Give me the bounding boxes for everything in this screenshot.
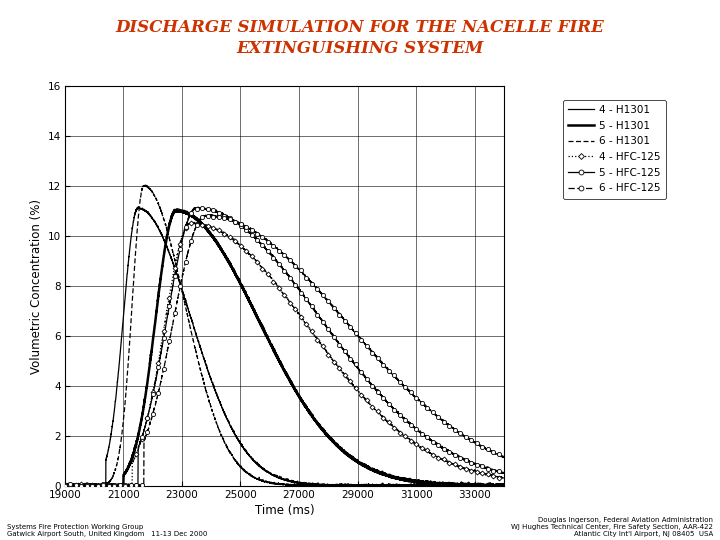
6 - H1301 [487, 483, 495, 489]
4 - H1301 [487, 482, 495, 488]
5 - HFC-125 [269, 254, 278, 261]
4 - H1301 [245, 453, 253, 460]
X-axis label: Time (ms): Time (ms) [255, 504, 314, 517]
6 - H1301 [248, 474, 257, 480]
6 - H1301 [379, 482, 388, 489]
6 - H1301 [464, 482, 473, 488]
6 - H1301 [245, 471, 253, 477]
5 - HFC-125 [60, 482, 69, 489]
6 - HFC-125 [269, 242, 278, 248]
Text: Douglas Ingerson, Federal Aviation Administration
WJ Hughes Technical Center, Fi: Douglas Ingerson, Federal Aviation Admin… [511, 517, 713, 537]
6 - HFC-125 [464, 436, 473, 443]
5 - HFC-125 [487, 467, 495, 473]
4 - HFC-125 [248, 255, 257, 261]
Line: 4 - HFC-125: 4 - HFC-125 [65, 221, 504, 486]
6 - H1301 [478, 483, 487, 489]
6 - HFC-125 [379, 362, 388, 369]
4 - HFC-125 [487, 472, 495, 479]
Text: Systems Fire Protection Working Group
Gatwick Airport South, United Kingdom   11: Systems Fire Protection Working Group Ga… [7, 524, 207, 537]
5 - HFC-125 [464, 457, 473, 464]
4 - H1301 [134, 204, 143, 210]
6 - H1301 [500, 482, 508, 489]
6 - HFC-125 [246, 226, 254, 232]
4 - HFC-125 [189, 218, 197, 225]
6 - H1301 [269, 481, 278, 487]
Line: 4 - H1301: 4 - H1301 [65, 207, 504, 486]
4 - HFC-125 [379, 415, 388, 422]
4 - HFC-125 [464, 467, 473, 474]
5 - H1301 [379, 471, 388, 478]
Line: 5 - HFC-125: 5 - HFC-125 [65, 207, 504, 486]
5 - HFC-125 [379, 395, 388, 401]
4 - H1301 [464, 483, 473, 489]
4 - HFC-125 [269, 279, 278, 285]
5 - H1301 [500, 481, 508, 488]
5 - H1301 [114, 483, 123, 489]
6 - H1301 [140, 181, 149, 187]
5 - H1301 [487, 482, 495, 489]
5 - H1301 [246, 298, 254, 305]
4 - H1301 [379, 482, 388, 489]
5 - H1301 [464, 482, 473, 488]
Y-axis label: Volumetric Concentration (%): Volumetric Concentration (%) [30, 199, 43, 374]
5 - HFC-125 [194, 204, 202, 210]
4 - HFC-125 [119, 483, 127, 489]
6 - HFC-125 [107, 483, 115, 489]
4 - H1301 [269, 472, 278, 479]
6 - HFC-125 [500, 454, 508, 461]
4 - H1301 [424, 483, 433, 489]
4 - HFC-125 [500, 475, 508, 482]
4 - H1301 [248, 456, 257, 463]
4 - H1301 [60, 482, 69, 489]
Line: 5 - H1301: 5 - H1301 [65, 210, 504, 486]
5 - HFC-125 [248, 233, 257, 240]
5 - H1301 [60, 482, 69, 489]
5 - HFC-125 [99, 483, 107, 489]
Legend: 4 - H1301, 5 - H1301, 6 - H1301, 4 - HFC-125, 5 - HFC-125, 6 - HFC-125: 4 - H1301, 5 - H1301, 6 - H1301, 4 - HFC… [562, 99, 666, 199]
5 - H1301 [173, 206, 181, 213]
5 - H1301 [269, 347, 278, 354]
5 - H1301 [248, 306, 257, 312]
6 - HFC-125 [203, 211, 212, 218]
6 - HFC-125 [487, 448, 495, 455]
6 - HFC-125 [60, 483, 69, 489]
Text: DISCHARGE SIMULATION FOR THE NACELLE FIRE
EXTINGUISHING SYSTEM: DISCHARGE SIMULATION FOR THE NACELLE FIR… [116, 19, 604, 57]
4 - HFC-125 [60, 482, 69, 488]
Line: 6 - H1301: 6 - H1301 [65, 184, 504, 486]
4 - HFC-125 [246, 251, 254, 258]
5 - HFC-125 [246, 229, 254, 235]
6 - H1301 [60, 483, 69, 489]
6 - HFC-125 [248, 228, 257, 234]
Line: 6 - HFC-125: 6 - HFC-125 [65, 214, 504, 486]
5 - HFC-125 [500, 469, 508, 476]
4 - H1301 [500, 482, 508, 489]
